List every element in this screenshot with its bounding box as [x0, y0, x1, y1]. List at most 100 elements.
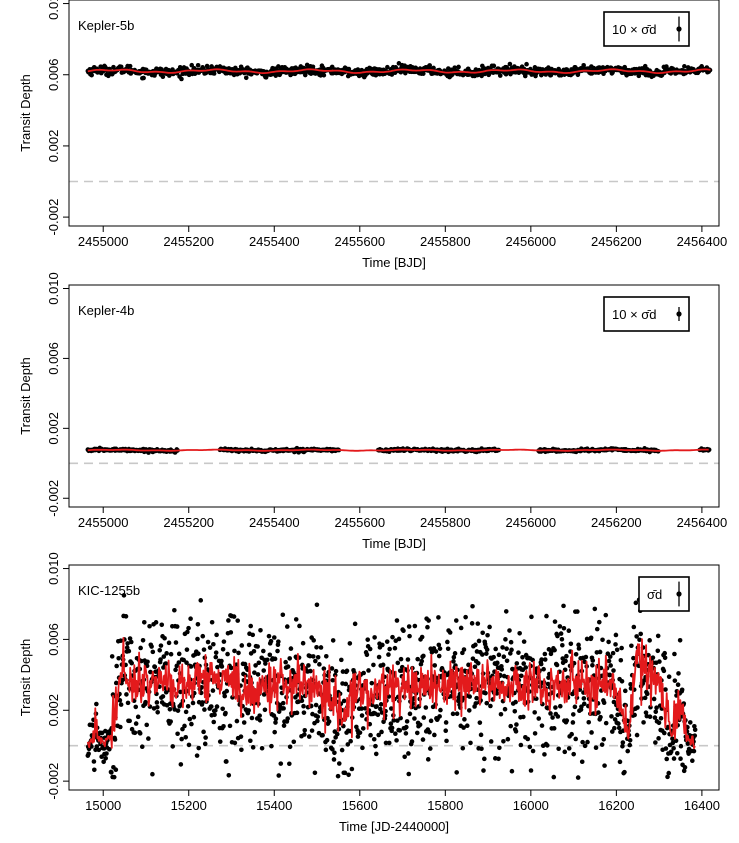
data-point	[661, 730, 667, 736]
data-point	[386, 652, 391, 657]
data-point	[706, 447, 712, 453]
data-point	[357, 730, 363, 735]
data-point	[188, 616, 193, 622]
data-point	[349, 766, 355, 772]
data-point	[581, 62, 586, 68]
data-point	[236, 650, 241, 656]
data-points	[85, 61, 713, 82]
data-point	[261, 668, 267, 673]
y-tick-label: 0.006	[46, 58, 61, 91]
data-point	[347, 641, 353, 646]
data-point	[542, 651, 548, 657]
data-point	[121, 593, 127, 598]
data-point	[393, 731, 398, 737]
data-point	[620, 744, 625, 749]
data-point	[224, 759, 229, 764]
data-point	[569, 731, 574, 737]
x-tick-label: 2455800	[420, 234, 471, 249]
data-point	[611, 699, 617, 705]
data-point	[590, 658, 596, 663]
data-point	[398, 656, 404, 662]
data-point	[372, 635, 377, 640]
data-point	[502, 706, 508, 712]
data-point	[453, 618, 459, 623]
data-point	[458, 625, 464, 631]
data-point	[462, 717, 467, 722]
data-point	[179, 736, 184, 742]
data-point	[201, 729, 206, 735]
data-point	[527, 744, 533, 750]
data-point	[472, 664, 478, 670]
data-point	[542, 752, 547, 757]
data-point	[529, 614, 534, 620]
data-point	[133, 704, 139, 710]
data-point	[437, 714, 442, 719]
data-point	[566, 746, 572, 751]
data-point	[609, 714, 614, 719]
data-point	[432, 732, 437, 738]
data-point	[344, 668, 350, 674]
data-point	[227, 723, 233, 729]
data-point	[160, 694, 166, 699]
data-point	[463, 614, 468, 620]
data-point	[427, 63, 433, 68]
x-axis-label: Time [JD-2440000]	[339, 819, 449, 834]
data-point	[523, 665, 529, 670]
data-point	[258, 627, 263, 633]
data-point	[154, 704, 160, 710]
data-point	[219, 658, 224, 664]
data-point	[86, 751, 91, 757]
data-point	[209, 704, 214, 709]
data-point	[153, 620, 159, 625]
data-point	[397, 728, 403, 733]
data-point	[301, 703, 306, 709]
data-point	[101, 759, 106, 765]
data-point	[232, 740, 238, 746]
data-point	[371, 736, 377, 742]
data-point	[488, 739, 494, 744]
y-tick-label: 0.010	[46, 552, 61, 585]
chart-panel-3: 15000 15200 15400 15600 15800 16000 16200 16400…	[18, 552, 720, 834]
data-point	[329, 666, 335, 671]
data-point	[168, 651, 174, 657]
data-point	[596, 619, 602, 625]
data-point	[196, 745, 202, 751]
data-point	[124, 645, 130, 650]
data-point	[228, 665, 234, 671]
data-point	[390, 634, 395, 640]
y-tick-label: 0.010	[46, 272, 61, 305]
data-point	[550, 715, 555, 720]
data-point	[589, 730, 594, 735]
data-point	[96, 747, 102, 753]
data-point	[552, 619, 558, 624]
data-point	[273, 720, 278, 725]
data-point	[174, 663, 180, 669]
data-point	[160, 74, 166, 79]
data-point	[332, 750, 337, 756]
data-point	[214, 632, 219, 638]
y-tick-label: 0.006	[46, 623, 61, 656]
data-point	[647, 638, 652, 643]
data-point	[376, 654, 382, 660]
data-point	[451, 654, 457, 660]
data-point	[211, 641, 216, 647]
data-point	[330, 746, 335, 752]
data-point	[612, 725, 617, 731]
data-point	[139, 744, 145, 750]
data-point	[107, 746, 112, 752]
data-point	[89, 72, 94, 78]
data-point	[628, 681, 633, 687]
data-point	[538, 661, 544, 667]
data-point	[427, 729, 432, 735]
data-point	[321, 666, 327, 671]
data-point	[656, 736, 661, 741]
data-point	[514, 722, 519, 727]
data-point	[647, 714, 653, 720]
data-point	[271, 635, 277, 640]
data-point	[690, 758, 695, 764]
data-point	[250, 745, 256, 750]
data-point	[252, 729, 258, 735]
y-tick-label: -0.002	[46, 199, 61, 236]
data-point	[202, 707, 207, 712]
data-point	[235, 618, 241, 623]
